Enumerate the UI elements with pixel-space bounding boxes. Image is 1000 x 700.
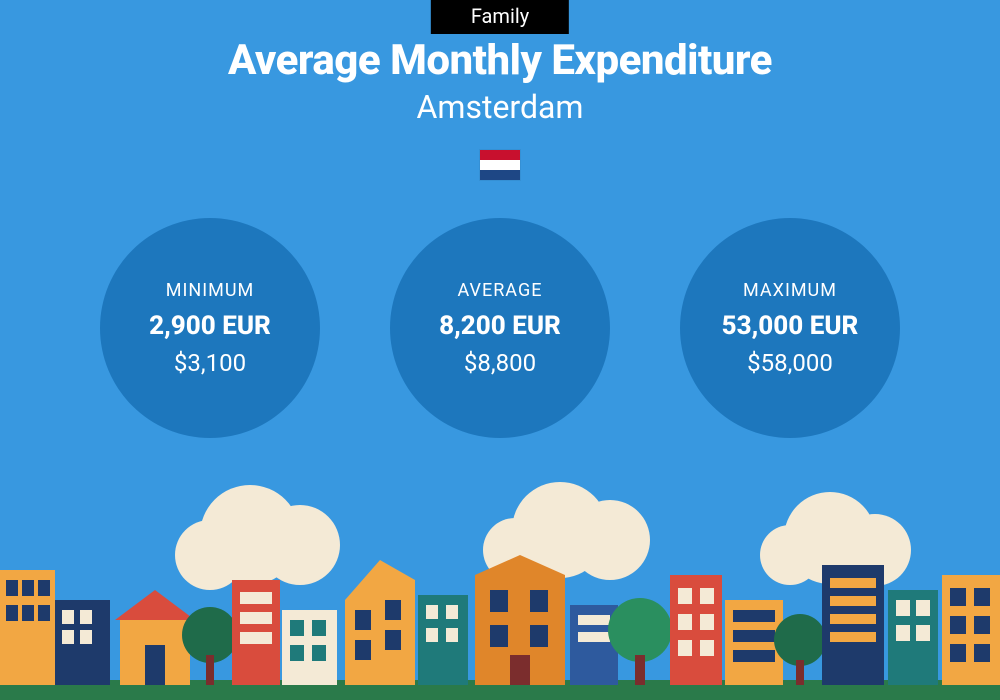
building — [822, 565, 884, 685]
building — [345, 560, 415, 685]
infographic-stage: Family Average Monthly Expenditure Amste… — [0, 0, 1000, 700]
stat-circle-minimum: MINIMUM 2,900 EUR $3,100 — [100, 218, 320, 438]
category-badge-text: Family — [471, 4, 529, 28]
stat-alt: $58,000 — [747, 349, 833, 377]
flag-icon — [480, 150, 520, 180]
cloud-icon — [175, 485, 340, 590]
building — [475, 555, 565, 685]
building — [670, 575, 722, 685]
page-title: Average Monthly Expenditure — [0, 36, 1000, 85]
stat-circle-maximum: MAXIMUM 53,000 EUR $58,000 — [680, 218, 900, 438]
stat-value: 53,000 EUR — [722, 311, 859, 341]
stat-alt: $8,800 — [464, 349, 536, 377]
stat-label: MAXIMUM — [743, 280, 837, 301]
page-subtitle: Amsterdam — [0, 88, 1000, 126]
stat-label: MINIMUM — [166, 280, 254, 301]
stat-alt: $3,100 — [174, 349, 246, 377]
stat-circles-row: MINIMUM 2,900 EUR $3,100 AVERAGE 8,200 E… — [0, 218, 1000, 438]
category-badge: Family — [431, 0, 569, 34]
flag-stripe-bot — [480, 170, 520, 180]
flag-stripe-top — [480, 150, 520, 160]
building — [55, 600, 110, 685]
building — [942, 575, 1000, 685]
flag-stripe-mid — [480, 160, 520, 170]
stat-circle-average: AVERAGE 8,200 EUR $8,800 — [390, 218, 610, 438]
cityscape-illustration — [0, 480, 1000, 700]
stat-label: AVERAGE — [458, 280, 543, 301]
building — [418, 595, 468, 685]
building — [232, 580, 280, 685]
tree-icon — [182, 607, 238, 685]
stat-value: 8,200 EUR — [439, 311, 561, 341]
building — [282, 610, 337, 685]
building — [888, 590, 938, 685]
building — [0, 570, 55, 685]
stat-value: 2,900 EUR — [149, 311, 271, 341]
